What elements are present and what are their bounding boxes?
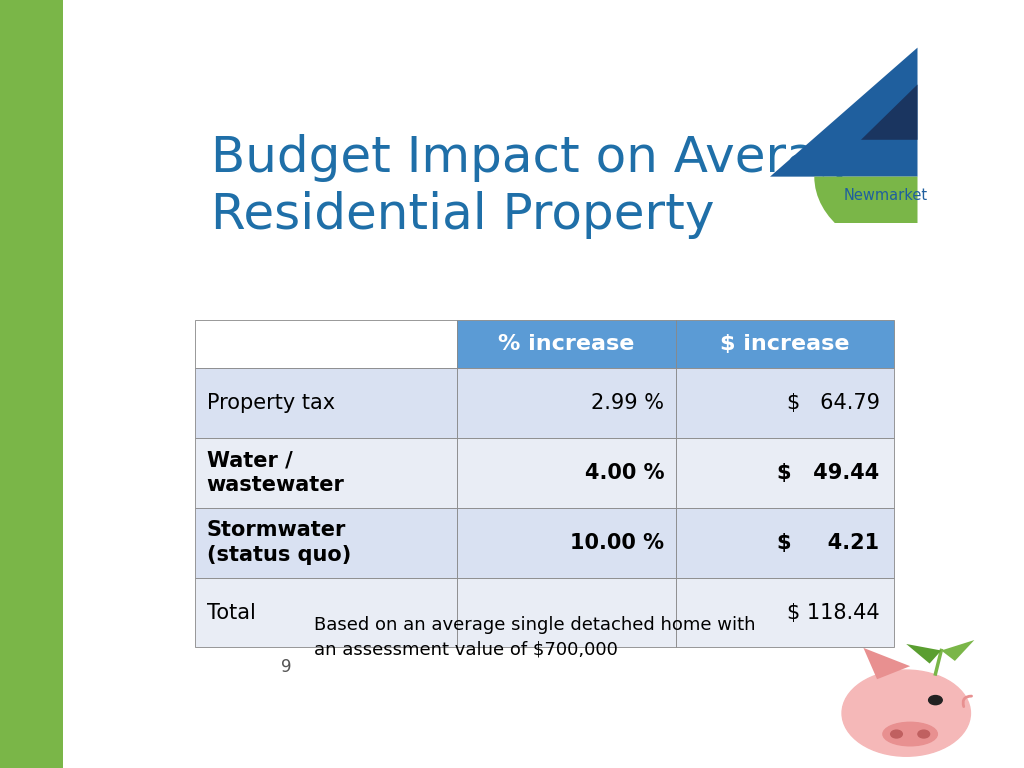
Circle shape [918,730,930,738]
Ellipse shape [883,722,937,746]
Wedge shape [814,177,918,254]
Bar [196,578,458,647]
Text: Stormwater
(status quo): Stormwater (status quo) [207,521,351,565]
Bar [676,508,894,578]
Circle shape [929,696,942,705]
Polygon shape [941,640,975,661]
Text: 10.00 %: 10.00 % [570,533,665,553]
Text: 4.00 %: 4.00 % [585,463,665,483]
Bar [196,319,458,369]
Bar [458,438,676,508]
Text: Water /
wastewater: Water / wastewater [207,451,344,495]
Bar [196,369,458,438]
Polygon shape [770,48,918,177]
Text: % increase: % increase [499,334,635,354]
Text: $ increase: $ increase [720,334,850,354]
Text: Based on an average single detached home with
an assessment value of $700,000: Based on an average single detached home… [314,615,756,658]
Bar [458,319,676,369]
Text: $ 118.44: $ 118.44 [786,603,880,623]
Bar [676,578,894,647]
Bar [458,578,676,647]
Text: $   49.44: $ 49.44 [777,463,880,483]
Text: Budget Impact on Average
Residential Property: Budget Impact on Average Residential Pro… [211,134,880,239]
Circle shape [842,670,971,756]
Text: 9: 9 [282,658,292,676]
Bar [458,508,676,578]
Bar [676,438,894,508]
Bar [196,508,458,578]
Text: Property tax: Property tax [207,393,335,413]
Bar [676,319,894,369]
Polygon shape [863,648,910,679]
Polygon shape [906,644,941,664]
Text: Newmarket: Newmarket [844,187,928,203]
Text: 2.99 %: 2.99 % [592,393,665,413]
Text: Total: Total [207,603,255,623]
Text: $   64.79: $ 64.79 [786,393,880,413]
Bar [196,438,458,508]
Bar [676,369,894,438]
Polygon shape [861,84,918,140]
Text: $     4.21: $ 4.21 [777,533,880,553]
Bar [458,369,676,438]
Circle shape [891,730,902,738]
